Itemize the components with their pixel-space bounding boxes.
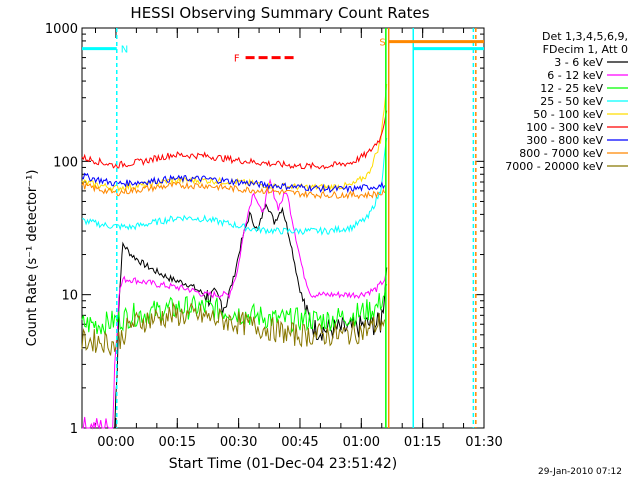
y-axis-label: Count Rate (s⁻¹ detector⁻¹) [25,170,40,347]
legend-label-6: 100 - 300 keV [526,121,603,134]
x-tick-label: 00:00 [97,435,134,450]
y-tick-label: 1 [70,422,78,437]
plot-border [81,27,485,429]
legend-label-2: 6 - 12 keV [547,69,603,82]
series-line-9 [81,301,386,356]
y-tick-label: 10 [61,289,78,304]
x-axis-label: Start Time (01-Dec-04 23:51:42) [169,456,397,472]
series-line-5 [81,83,388,193]
series-line-6 [81,110,388,170]
series-layer [81,83,388,430]
legend-label-4: 25 - 50 keV [540,95,603,108]
x-tick-label: 01:30 [465,435,502,450]
flag-layer: N F S [82,38,484,65]
plot-area [81,27,485,429]
date-stamp: 29-Jan-2010 07:12 [538,467,622,477]
y-axis: 1 10 100 1000 [45,22,484,437]
legend-label-5: 50 - 100 keV [533,108,603,121]
flag-label-s: S [379,38,385,49]
legend-label-8: 800 - 7000 keV [519,147,603,160]
legend-label-7: 300 - 800 keV [526,134,603,147]
legend: Det 1,3,4,5,6,9,FDecim 1, Att 03 - 6 keV… [505,30,628,173]
series-line-2 [82,178,387,430]
flag-label-f: F [234,54,240,65]
series-line-4 [81,137,388,236]
legend-label-3: 12 - 25 keV [540,82,603,95]
x-tick-label: 01:00 [343,435,380,450]
legend-label-9: 7000 - 20000 keV [505,160,603,173]
x-tick-label: 00:30 [220,435,257,450]
series-line-7 [81,172,386,194]
x-tick-label: 01:15 [404,435,441,450]
x-axis: 00:00 00:15 00:30 00:45 01:00 01:15 01:30 [94,28,503,450]
legend-header-1: Det 1,3,4,5,6,9, [542,30,628,43]
marker-layer [116,28,477,428]
series-line-1 [114,203,388,429]
y-tick-label: 1000 [45,22,78,37]
series-line-8 [81,181,386,200]
x-tick-label: 00:45 [281,435,318,450]
x-tick-label: 00:15 [159,435,196,450]
flag-label-n: N [121,45,128,56]
chart-title: HESSI Observing Summary Count Rates [130,4,429,22]
y-tick-label: 100 [53,155,78,170]
legend-header-2: FDecim 1, Att 0 [543,43,628,56]
legend-label-1: 3 - 6 keV [554,56,603,69]
series-line-3 [81,283,388,336]
